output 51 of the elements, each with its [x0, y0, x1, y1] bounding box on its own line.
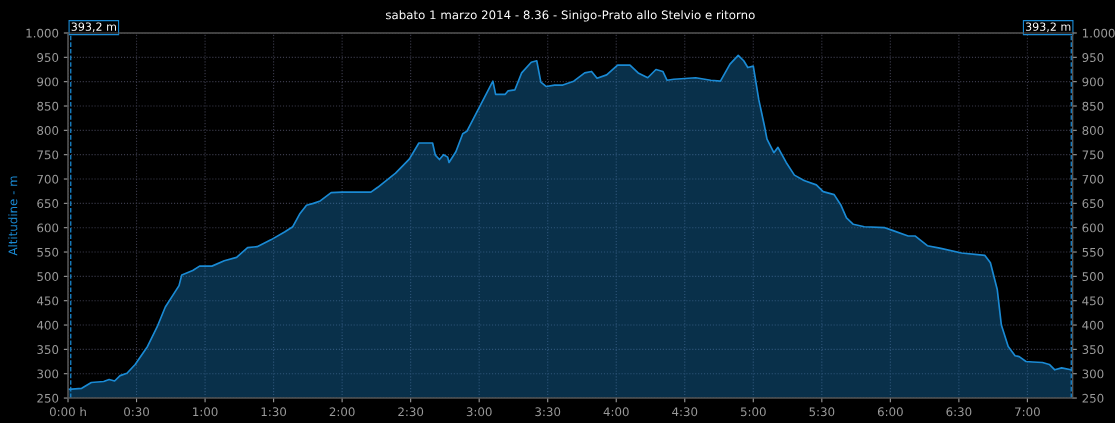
y-tick-label: 300 — [37, 369, 59, 379]
ref-line-label: 393,2 m — [1025, 22, 1071, 32]
y-tick-label: 950 — [37, 53, 59, 62]
y2-tick-label: 700 — [1082, 174, 1104, 184]
x-tick-label: 1:30 — [261, 407, 287, 417]
chart-title: sabato 1 marzo 2014 - 8.36 - Sinigo-Prato allo Stelvio e ritorno — [385, 10, 755, 22]
y-tick-label: 1.000 — [26, 28, 59, 38]
x-tick-label: 6:00 — [877, 407, 903, 417]
y2-tick-label: 350 — [1082, 345, 1104, 355]
x-tick-label: 3:00 — [466, 407, 492, 417]
x-tick-label: 0:00 h — [49, 407, 86, 417]
x-tick-label: 6:30 — [946, 407, 972, 417]
y2-tick-label: 450 — [1082, 296, 1104, 306]
y2-tick-label: 600 — [1082, 223, 1104, 233]
y2-tick-label: 400 — [1082, 320, 1104, 330]
y-tick-label: 350 — [37, 345, 59, 355]
y2-tick-label: 750 — [1082, 150, 1104, 160]
x-tick-label: 0:30 — [124, 407, 150, 417]
y2-tick-label: 650 — [1082, 199, 1104, 208]
x-tick-label: 3:30 — [535, 407, 561, 417]
y2-tick-label: 300 — [1082, 369, 1104, 379]
y2-tick-label: 1.000 — [1082, 28, 1115, 38]
x-tick-label: 2:00 — [329, 407, 355, 417]
y2-tick-label: 850 — [1082, 101, 1104, 111]
y2-tick-label: 800 — [1082, 126, 1104, 135]
y-tick-label: 600 — [37, 223, 59, 233]
y-axis-title: Altitudine - m — [8, 176, 18, 256]
x-tick-label: 7:00 — [1015, 407, 1040, 417]
y-tick-label: 650 — [37, 199, 59, 208]
y-tick-label: 750 — [37, 150, 59, 160]
y-tick-label: 550 — [37, 247, 59, 257]
y2-tick-label: 250 — [1082, 393, 1104, 403]
ref-line-label: 393,2 m — [71, 22, 116, 32]
y2-tick-label: 550 — [1082, 247, 1104, 257]
x-tick-label: 1:00 — [193, 407, 218, 417]
x-tick-label: 4:30 — [672, 407, 698, 417]
x-tick-label: 5:00 — [740, 407, 766, 417]
y-tick-label: 850 — [37, 101, 59, 111]
x-tick-label: 5:30 — [809, 407, 835, 417]
y-tick-label: 700 — [37, 174, 59, 184]
y-tick-label: 450 — [37, 296, 59, 306]
x-tick-label: 2:30 — [398, 407, 424, 417]
y2-tick-label: 950 — [1082, 53, 1104, 62]
y2-tick-label: 500 — [1082, 272, 1104, 282]
y-tick-label: 500 — [37, 272, 59, 282]
y-tick-label: 800 — [37, 126, 59, 135]
y-tick-label: 250 — [37, 393, 59, 403]
x-tick-label: 4:00 — [603, 407, 629, 417]
y-tick-label: 400 — [37, 320, 59, 330]
y2-tick-label: 900 — [1082, 77, 1104, 87]
y-tick-label: 900 — [37, 77, 59, 87]
